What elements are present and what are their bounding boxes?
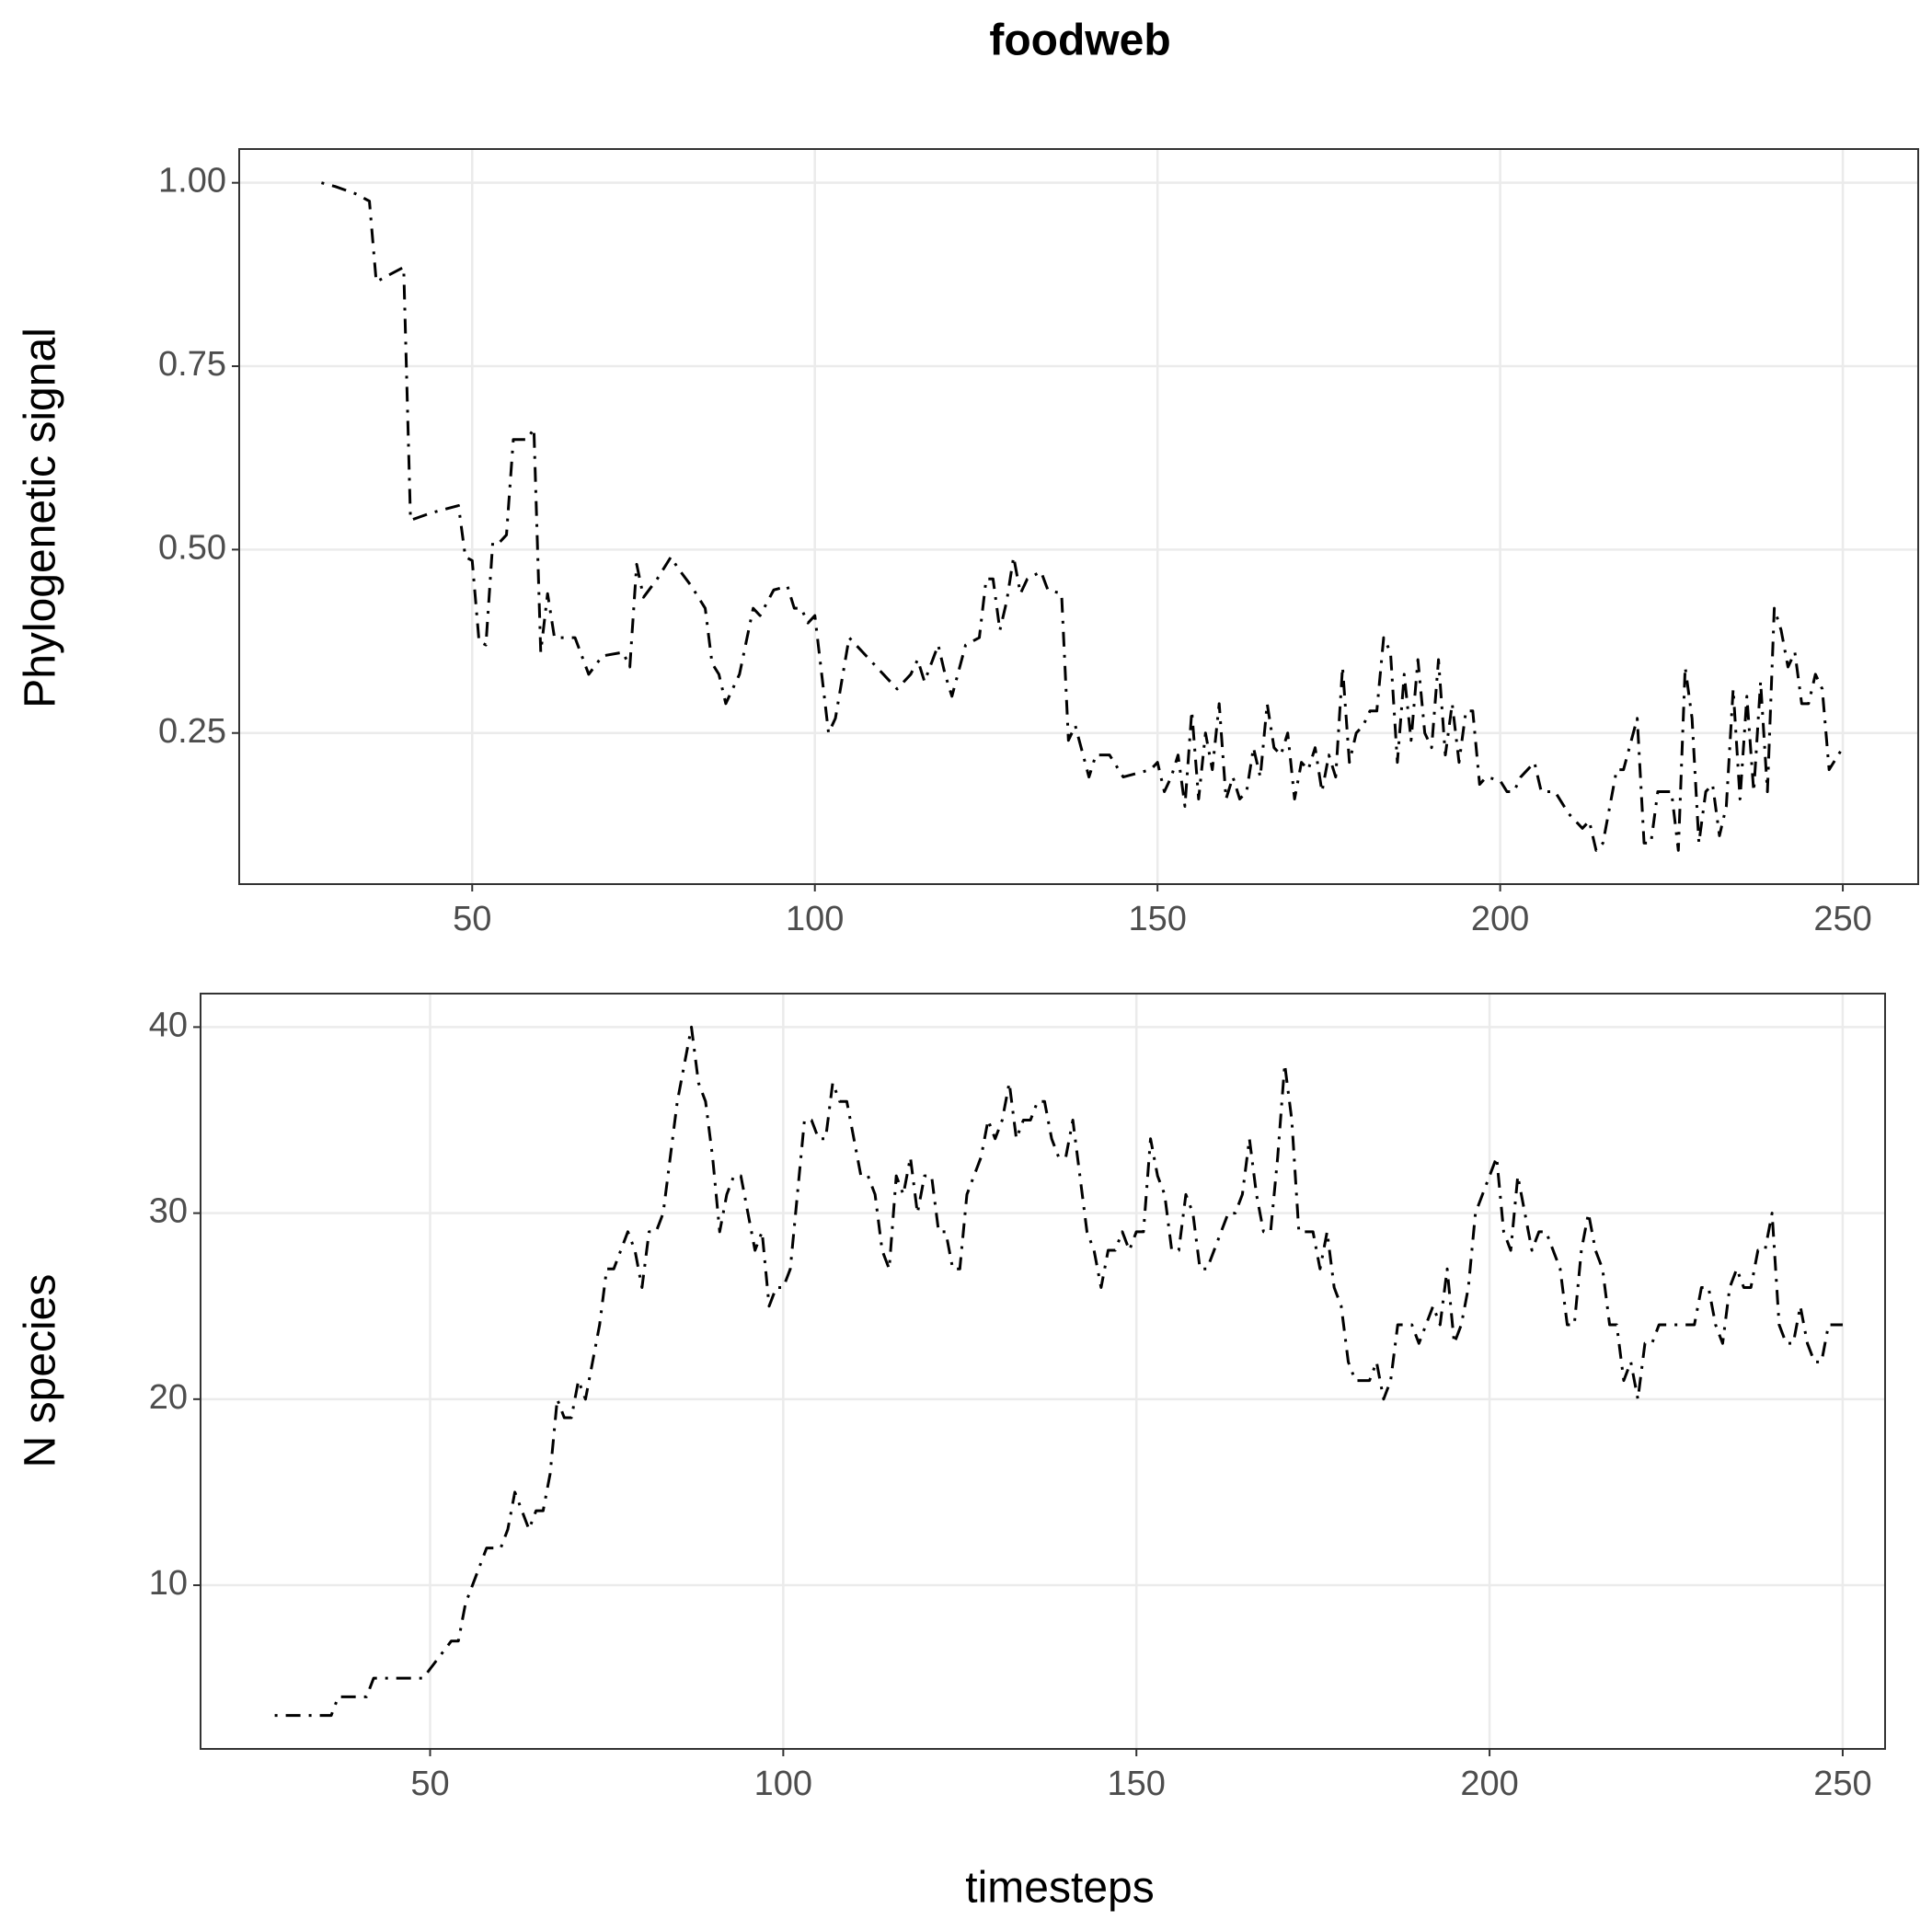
data-line	[321, 181, 1845, 852]
chart-title: foodweb	[989, 17, 1170, 65]
y-tick-label: 30	[149, 1192, 188, 1231]
y-axis-title: N species	[17, 1274, 65, 1468]
x-tick-label: 150	[1128, 900, 1186, 938]
y-tick-label: 40	[149, 1006, 188, 1044]
x-tick-label: 250	[1813, 900, 1871, 938]
x-tick-label: 200	[1460, 1765, 1518, 1803]
y-tick-label: 1.00	[158, 162, 226, 201]
x-tick-label: 50	[453, 900, 491, 938]
y-tick-label: 0.50	[158, 528, 226, 567]
y-tick-label: 0.75	[158, 345, 226, 384]
data-line	[274, 1025, 1843, 1718]
y-axis-title: Phylogenetic signal	[17, 328, 65, 708]
x-tick-label: 50	[410, 1765, 449, 1803]
y-tick-label: 20	[149, 1378, 188, 1417]
x-tick-label: 100	[786, 900, 844, 938]
y-tick-label: 0.25	[158, 712, 226, 751]
x-axis-title: timesteps	[965, 1864, 1154, 1913]
x-tick-label: 200	[1471, 900, 1529, 938]
x-tick-label: 250	[1813, 1765, 1871, 1803]
x-tick-label: 150	[1108, 1765, 1166, 1803]
x-tick-label: 100	[754, 1765, 812, 1803]
y-tick-label: 10	[149, 1564, 188, 1603]
panel-border	[238, 148, 1919, 885]
panel-border	[200, 993, 1886, 1750]
panel	[201, 994, 1885, 1749]
panel	[239, 149, 1918, 884]
